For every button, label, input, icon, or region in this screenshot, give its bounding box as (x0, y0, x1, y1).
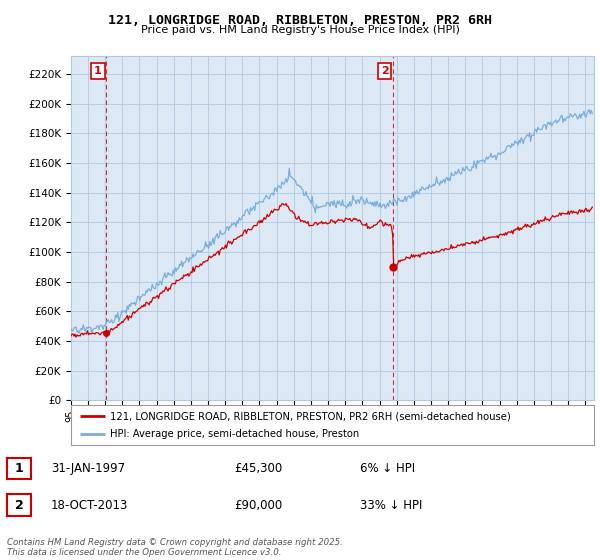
Text: 121, LONGRIDGE ROAD, RIBBLETON, PRESTON, PR2 6RH (semi-detached house): 121, LONGRIDGE ROAD, RIBBLETON, PRESTON,… (110, 411, 511, 421)
Text: Price paid vs. HM Land Registry's House Price Index (HPI): Price paid vs. HM Land Registry's House … (140, 25, 460, 35)
Text: 31-JAN-1997: 31-JAN-1997 (51, 462, 125, 475)
Text: 1: 1 (94, 66, 102, 76)
Text: 2: 2 (15, 498, 23, 512)
Text: 121, LONGRIDGE ROAD, RIBBLETON, PRESTON, PR2 6RH: 121, LONGRIDGE ROAD, RIBBLETON, PRESTON,… (108, 14, 492, 27)
Text: 18-OCT-2013: 18-OCT-2013 (51, 498, 128, 512)
Text: 1: 1 (15, 462, 23, 475)
Text: 6% ↓ HPI: 6% ↓ HPI (360, 462, 415, 475)
Text: £45,300: £45,300 (234, 462, 282, 475)
Text: Contains HM Land Registry data © Crown copyright and database right 2025.
This d: Contains HM Land Registry data © Crown c… (7, 538, 343, 557)
Text: HPI: Average price, semi-detached house, Preston: HPI: Average price, semi-detached house,… (110, 429, 359, 439)
Text: 33% ↓ HPI: 33% ↓ HPI (360, 498, 422, 512)
Text: £90,000: £90,000 (234, 498, 282, 512)
Text: 2: 2 (381, 66, 389, 76)
